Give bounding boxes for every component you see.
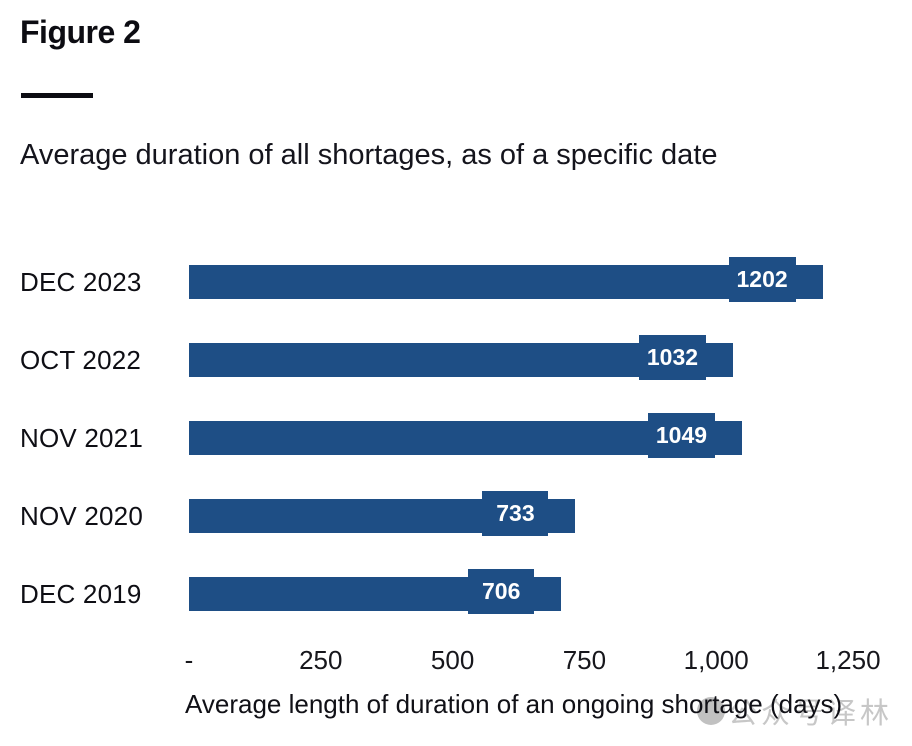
bar-row-dec-2023: DEC 2023 1202 [0,243,912,321]
bar-track: 733 [189,491,848,536]
category-label: DEC 2019 [20,578,142,609]
category-label: NOV 2020 [20,500,144,531]
bar-row-nov-2021: NOV 2021 1049 [0,399,912,477]
title-rule [21,93,93,98]
x-axis-label: Average length of duration of an ongoing… [185,689,843,719]
bar-track: 1032 [189,335,848,380]
value-badge: 1032 [638,335,707,380]
x-tick-1000: 1,000 [683,645,749,675]
x-tick-1250: 1,250 [815,645,881,675]
bar-chart: DEC 2023 1202 OCT 2022 1032 NOV 2021 104… [0,243,912,719]
chart-title: Average duration of all shortages, as of… [20,139,718,171]
category-label: OCT 2022 [20,344,142,375]
bar-track: 706 [189,569,848,614]
watermark: 公众号译林 [697,690,893,732]
category-label: NOV 2021 [20,422,144,453]
circle-logo-icon [697,697,725,725]
x-tick-250: 250 [299,645,343,675]
figure-label: Figure 2 [20,14,141,50]
bar: 1202 [189,257,823,302]
bar: 1049 [189,413,743,458]
value-badge: 1049 [647,413,716,458]
category-label: DEC 2023 [20,266,142,297]
value-badge: 706 [468,569,535,614]
x-tick-750: 750 [562,645,607,675]
bar-row-nov-2020: NOV 2020 733 [0,477,912,555]
bar-row-oct-2022: OCT 2022 1032 [0,321,912,399]
bar: 706 [189,569,562,614]
value-badge: 733 [482,491,549,536]
bar-track: 1049 [189,413,848,458]
watermark-text: 公众号译林 [728,698,894,730]
x-axis: - 250 500 750 1,000 1,250 [185,643,881,677]
bar-track: 1202 [189,257,848,302]
x-tick-0: - [184,645,194,675]
bar: 733 [189,491,576,536]
value-badge: 1202 [728,257,796,302]
bar-row-dec-2019: DEC 2019 706 [0,555,912,633]
x-tick-500: 500 [430,645,475,675]
bar: 1032 [189,335,734,380]
chart-rows: DEC 2023 1202 OCT 2022 1032 NOV 2021 104… [0,243,912,633]
